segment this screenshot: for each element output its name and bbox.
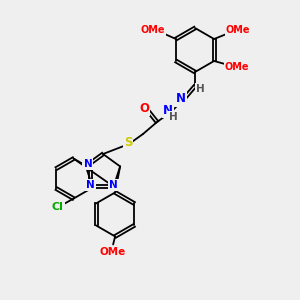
Text: OMe: OMe: [141, 25, 165, 35]
Text: O: O: [139, 101, 149, 115]
Text: H: H: [196, 84, 204, 94]
Text: H: H: [169, 112, 177, 122]
Text: OMe: OMe: [226, 25, 250, 35]
Text: OMe: OMe: [100, 248, 126, 257]
Text: Cl: Cl: [52, 202, 64, 212]
Text: S: S: [124, 136, 132, 149]
Text: N: N: [176, 92, 186, 106]
Text: OMe: OMe: [225, 62, 249, 72]
Text: N: N: [109, 180, 118, 190]
Text: N: N: [86, 180, 95, 190]
Text: N: N: [163, 103, 173, 116]
Text: N: N: [83, 159, 92, 170]
